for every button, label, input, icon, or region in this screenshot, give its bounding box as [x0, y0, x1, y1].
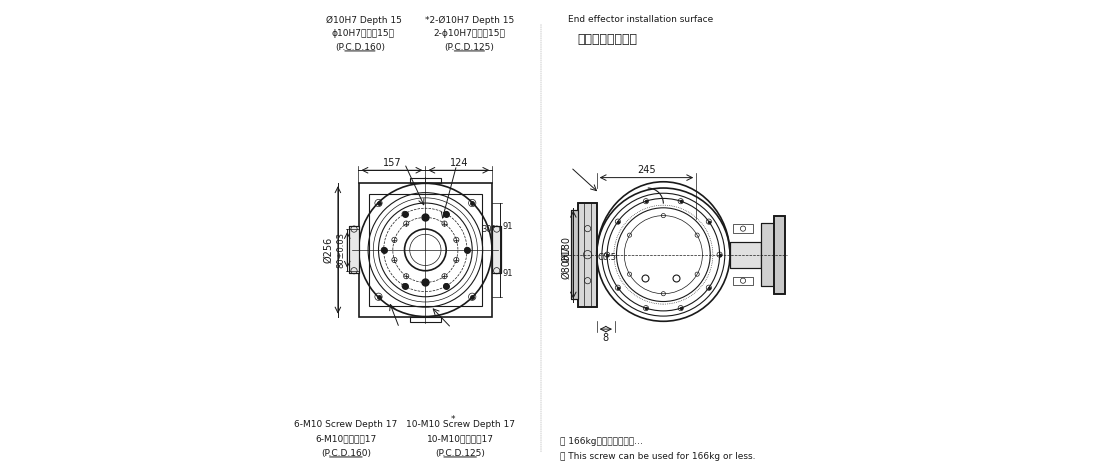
Text: 6-M10 Screw Depth 17: 6-M10 Screw Depth 17 [295, 420, 397, 429]
Text: (P.C.D.160): (P.C.D.160) [335, 43, 385, 52]
Text: (P.C.D.125): (P.C.D.125) [436, 449, 485, 457]
Bar [730, 242, 761, 268]
Text: 80±0.03: 80±0.03 [336, 232, 345, 268]
Bar [578, 203, 597, 307]
Text: End effector installation surface: End effector installation surface [568, 16, 714, 24]
Bar [761, 223, 774, 286]
Bar [350, 227, 358, 273]
Text: 245: 245 [638, 165, 656, 175]
Text: *2-Ø10H7 Depth 15: *2-Ø10H7 Depth 15 [425, 15, 514, 25]
Text: 10-M10螺纹进深17: 10-M10螺纹进深17 [427, 435, 494, 443]
Bar [730, 242, 761, 268]
Text: 124: 124 [450, 158, 468, 168]
Text: 终端生效器安装面: 终端生效器安装面 [578, 32, 638, 46]
Bar [409, 178, 441, 183]
Bar [409, 317, 441, 322]
Bar [370, 194, 482, 306]
Text: 2-ϕ10H7（深度15）: 2-ϕ10H7（深度15） [433, 29, 505, 38]
Text: (P.C.D.160): (P.C.D.160) [321, 449, 371, 457]
Text: ϕ10H7（深度15）: ϕ10H7（深度15） [332, 29, 395, 38]
Bar [492, 227, 502, 273]
Text: 30°: 30° [482, 225, 496, 234]
Text: 91: 91 [502, 269, 513, 278]
Bar [570, 210, 578, 299]
Text: Ø80H7: Ø80H7 [561, 246, 571, 279]
Text: Ø256: Ø256 [323, 237, 334, 263]
Bar [570, 210, 578, 299]
Text: C0.5: C0.5 [598, 253, 617, 262]
Text: ＊ 166kg以下时可以使用…: ＊ 166kg以下时可以使用… [560, 437, 643, 446]
Text: Ø10H7 Depth 15: Ø10H7 Depth 15 [325, 15, 401, 25]
Bar [350, 227, 358, 273]
Bar [492, 227, 502, 273]
Text: 10-M10 Screw Depth 17: 10-M10 Screw Depth 17 [406, 420, 515, 429]
Bar [761, 223, 774, 286]
Bar [774, 216, 784, 294]
Text: 91: 91 [502, 222, 513, 231]
Bar [358, 183, 492, 317]
Text: (P.C.D.125): (P.C.D.125) [445, 43, 494, 52]
Text: *: * [451, 416, 456, 424]
Text: 6-M10螺纹进深17: 6-M10螺纹进深17 [315, 435, 376, 443]
Bar [732, 277, 753, 285]
Bar [774, 216, 784, 294]
Text: ＊ This screw can be used for 166kg or less.: ＊ This screw can be used for 166kg or le… [560, 452, 756, 460]
Bar [578, 203, 597, 307]
Text: 157: 157 [383, 158, 401, 168]
Bar [732, 225, 753, 233]
Text: 8: 8 [602, 333, 609, 343]
Text: Ø180: Ø180 [561, 237, 571, 262]
